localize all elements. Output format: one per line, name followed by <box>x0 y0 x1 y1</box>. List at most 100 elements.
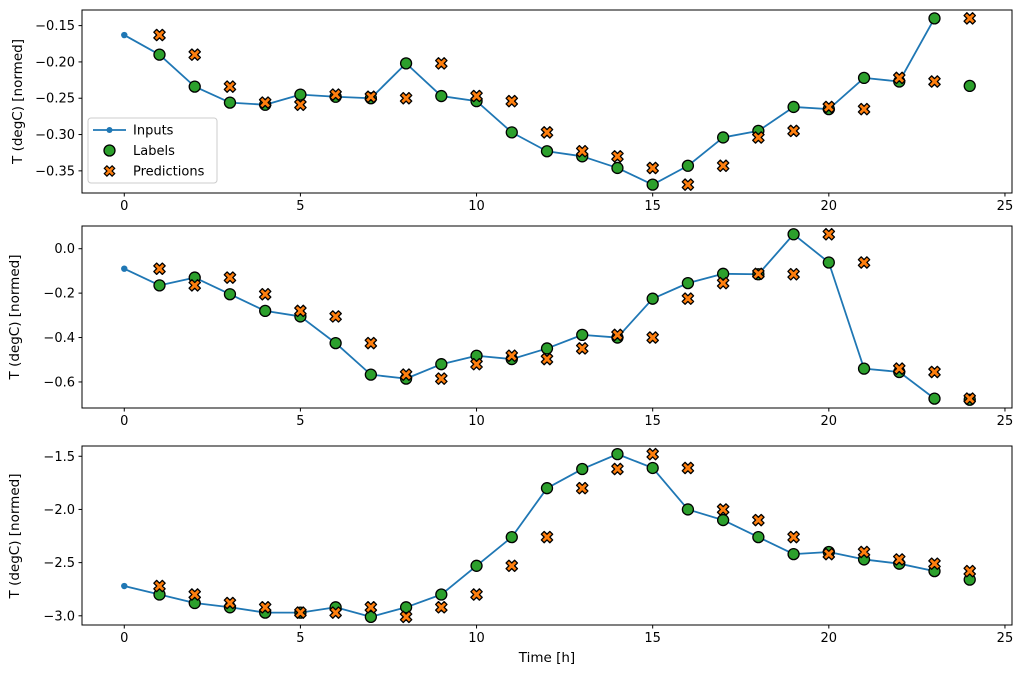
legend-box <box>87 117 218 184</box>
y-tick-label: −0.2 <box>43 287 75 302</box>
prediction-point <box>716 503 730 516</box>
y-tick-label: −3.0 <box>43 609 75 624</box>
label-point <box>716 267 730 280</box>
prediction-point <box>857 545 871 559</box>
y-tick-label: −0.6 <box>43 375 75 390</box>
label-point <box>399 57 413 70</box>
prediction-point <box>364 336 378 350</box>
prediction-point <box>470 89 483 103</box>
axes-frame <box>81 225 1013 409</box>
prediction-point <box>857 102 871 116</box>
prediction-point <box>822 100 836 114</box>
prediction-point <box>752 131 765 144</box>
prediction-point <box>928 75 941 88</box>
x-tick-label: 5 <box>296 631 304 646</box>
prediction-point <box>505 349 519 363</box>
label-point <box>963 79 976 93</box>
prediction-point <box>787 530 800 544</box>
x-tick-label: 0 <box>120 631 128 646</box>
prediction-point <box>188 48 202 61</box>
y-tick-label: −0.30 <box>35 128 75 143</box>
prediction-point <box>716 159 730 173</box>
prediction-point <box>329 606 342 619</box>
prediction-point <box>681 461 695 475</box>
label-point <box>611 161 624 175</box>
inputs-point-marker <box>121 31 128 39</box>
prediction-point <box>188 279 202 292</box>
label-point <box>294 88 307 101</box>
label-point <box>611 447 624 461</box>
prediction-point <box>892 362 906 375</box>
prediction-point <box>540 352 554 366</box>
prediction-point <box>963 564 977 578</box>
y-tick-label: −0.15 <box>35 19 75 34</box>
label-point <box>681 503 695 516</box>
x-tick-label: 10 <box>468 414 485 429</box>
y-tick-label: −0.4 <box>43 331 75 346</box>
prediction-point <box>892 553 906 566</box>
prediction-point <box>505 94 519 108</box>
y-tick-label: −0.35 <box>35 164 75 179</box>
label-point <box>223 288 237 301</box>
prediction-point <box>540 126 554 139</box>
prediction-point <box>188 588 202 601</box>
prediction-point <box>399 368 413 381</box>
label-point <box>540 482 554 495</box>
prediction-point <box>646 331 659 344</box>
label-point <box>435 588 448 601</box>
label-point <box>681 276 695 290</box>
legend: Inputs Labels Predictions <box>87 117 218 184</box>
inputs-line <box>123 233 936 400</box>
label-point <box>364 610 378 624</box>
prediction-point <box>646 447 659 461</box>
legend-item-predictions: Predictions <box>103 165 205 180</box>
x-tick-label: 10 <box>468 199 485 214</box>
x-tick-label: 15 <box>644 199 661 214</box>
legend-item-label: Inputs <box>133 124 174 139</box>
prediction-point <box>963 392 977 405</box>
prediction-point <box>963 12 977 25</box>
prediction-point <box>435 57 448 70</box>
label-point <box>787 100 800 114</box>
label-point <box>259 304 272 318</box>
label-point <box>787 547 800 561</box>
label-point <box>223 96 237 109</box>
prediction-point <box>611 462 624 476</box>
x-tick-label: 25 <box>997 199 1014 214</box>
prediction-point <box>399 610 413 624</box>
label-point <box>153 279 166 292</box>
legend-item-inputs: Inputs <box>93 124 174 139</box>
label-point <box>329 336 342 350</box>
prediction-point <box>822 547 836 561</box>
label-point <box>716 131 730 144</box>
x-axis-title: Time [h] <box>518 650 575 666</box>
label-point <box>928 12 941 25</box>
subplot-bottom: 0 5 10 15 20 25 −1.5 −2.0 −2.5 −3.0 <box>43 445 1013 646</box>
legend-labels-circle-swatch <box>103 144 116 157</box>
y-axis-title-top: T (degC) [normed] <box>10 39 26 165</box>
y-axis-title-bottom: T (degC) [normed] <box>7 474 23 600</box>
prediction-point <box>435 600 448 614</box>
inputs-point-marker <box>121 582 128 590</box>
prediction-point <box>329 88 342 101</box>
prediction-point <box>364 600 378 614</box>
prediction-point <box>258 96 272 109</box>
prediction-point <box>681 178 695 191</box>
prediction-point <box>575 144 589 158</box>
label-point <box>752 530 765 544</box>
label-point <box>399 601 413 614</box>
label-point <box>540 342 554 355</box>
prediction-point <box>822 227 836 241</box>
x-tick-label: 20 <box>821 631 838 646</box>
prediction-point <box>153 262 166 276</box>
prediction-point <box>153 579 166 593</box>
label-point <box>364 368 378 381</box>
x-tick-label: 15 <box>644 631 661 646</box>
y-tick-label: −2.5 <box>43 556 75 571</box>
prediction-point <box>752 267 765 281</box>
prediction-point <box>611 328 624 342</box>
y-tick-label: 0.0 <box>54 242 75 257</box>
x-tick-label: 20 <box>821 199 838 214</box>
y-tick-label: −0.20 <box>35 55 75 70</box>
